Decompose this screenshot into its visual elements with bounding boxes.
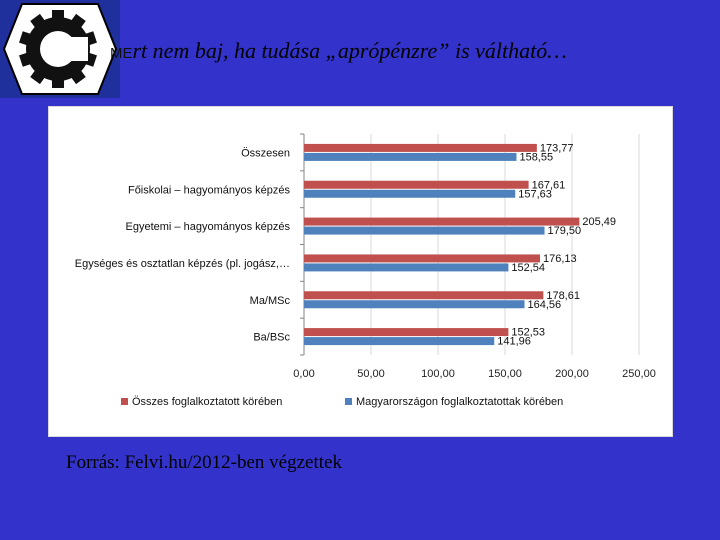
category-label: Ma/MSc xyxy=(250,295,291,307)
bar xyxy=(304,328,509,337)
bar xyxy=(304,152,517,161)
slide-title: MErt nem baj, ha tudása „aprópénzre” is … xyxy=(110,38,567,64)
bar xyxy=(304,217,580,226)
x-tick-label: 200,00 xyxy=(555,368,589,380)
x-tick-label: 250,00 xyxy=(622,368,656,380)
x-tick-label: 0,00 xyxy=(293,368,314,380)
data-label: 173,77 xyxy=(540,142,574,154)
data-label: 164,56 xyxy=(528,299,562,311)
category-label: Ba/BSc xyxy=(253,332,290,344)
bar xyxy=(304,143,537,152)
source-note: Forrás: Felvi.hu/2012-ben végzettek xyxy=(66,452,342,473)
data-label: 141,96 xyxy=(497,336,531,348)
legend-label: Összes foglalkoztatott körében xyxy=(132,396,282,408)
data-label: 152,54 xyxy=(511,262,545,274)
x-tick-label: 150,00 xyxy=(488,368,522,380)
data-label: 178,61 xyxy=(546,290,580,302)
legend-swatch xyxy=(345,398,352,405)
data-label: 179,50 xyxy=(548,225,582,237)
bar xyxy=(304,263,509,272)
x-tick-label: 100,00 xyxy=(421,368,455,380)
data-label: 176,13 xyxy=(543,253,577,265)
data-label: 205,49 xyxy=(582,216,616,228)
gear-icon xyxy=(0,0,120,98)
bar xyxy=(304,337,495,346)
bar xyxy=(304,254,541,263)
bar xyxy=(304,291,544,300)
slide-title-text: rt nem baj, ha tudása „aprópénzre” is vá… xyxy=(132,38,567,63)
data-label: 157,63 xyxy=(518,188,552,200)
gear-logo xyxy=(0,0,120,98)
bar xyxy=(304,180,529,189)
legend-swatch xyxy=(121,398,128,405)
data-label: 167,61 xyxy=(532,179,566,191)
logo-text: ME xyxy=(110,45,133,62)
chart-panel: 0,00 50,00 100,00 150,00 200,00 250,00 Összese… xyxy=(48,106,673,437)
category-label: Egyetemi – hagyományos képzés xyxy=(126,221,291,233)
x-tick-label: 50,00 xyxy=(357,368,385,380)
bar xyxy=(304,189,516,198)
legend-label: Magyarországon foglalkoztatottak körében xyxy=(356,396,563,408)
category-label: Főiskolai – hagyományos képzés xyxy=(128,184,291,196)
bar xyxy=(304,300,525,309)
bar-chart: 0,00 50,00 100,00 150,00 200,00 250,00 Összese… xyxy=(75,133,656,408)
data-label: 152,53 xyxy=(511,327,545,339)
category-label: Összesen xyxy=(241,147,290,159)
bar xyxy=(304,226,545,235)
data-label: 158,55 xyxy=(519,151,553,163)
category-label: Egységes és osztatlan képzés (pl. jogász… xyxy=(75,258,290,270)
